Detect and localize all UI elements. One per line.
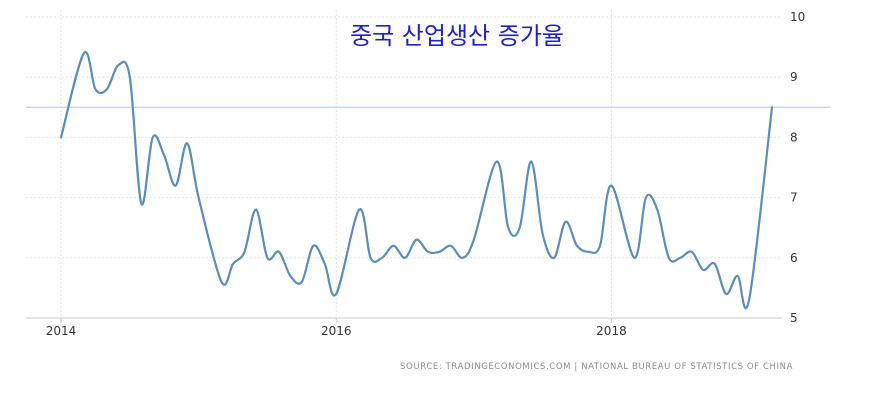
x-tick-label: 2018 <box>596 324 627 338</box>
y-tick-label: 6 <box>790 251 798 265</box>
series-line <box>59 51 774 310</box>
y-tick-label: 9 <box>790 70 798 84</box>
x-tick-label: 2014 <box>46 324 77 338</box>
chart-title: 중국 산업생산 증가율 <box>350 22 564 50</box>
source-credit: SOURCE: TRADINGECONOMICS.COM | NATIONAL … <box>400 362 793 372</box>
y-tick-label: 7 <box>790 191 798 205</box>
y-tick-label: 8 <box>790 130 798 144</box>
tick-labels: 5 6 7 8 9 10 2014 2016 2018 <box>46 10 806 338</box>
y-tick-label: 5 <box>790 311 798 325</box>
x-tick-label: 2016 <box>321 324 352 338</box>
y-tick-label: 10 <box>790 10 805 24</box>
grid <box>26 10 782 323</box>
